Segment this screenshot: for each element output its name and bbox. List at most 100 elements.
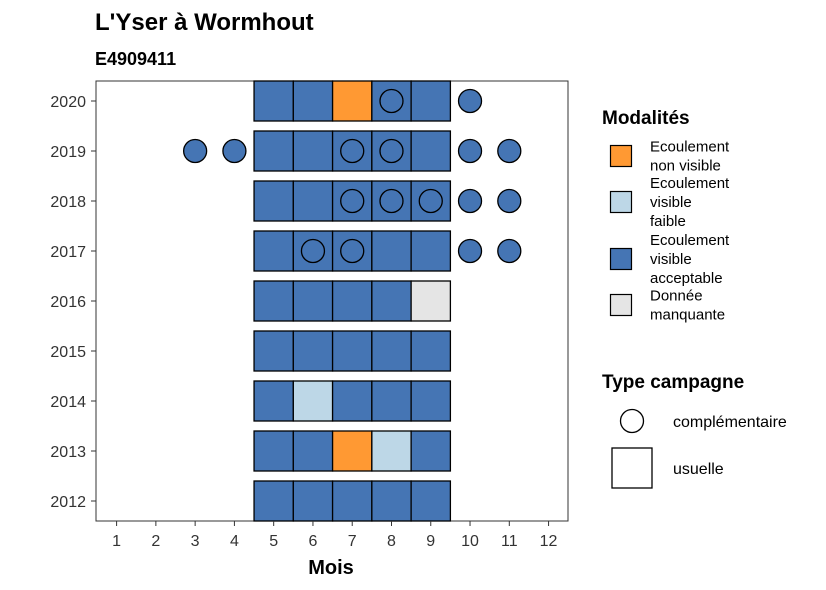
cell-2016-8 [371,280,412,322]
marker-2019-3 [182,138,208,164]
marker-2019-10 [457,138,483,164]
cell-2013-8 [371,430,412,472]
y-tick-label: 2019 [50,144,86,161]
marker-2017-11 [497,238,522,264]
cell-2012-5 [253,480,294,522]
x-axis-label: Mois [308,557,354,579]
legend-key-non_visible [609,144,633,168]
legend-label-acceptable: Ecoulement visible acceptable [650,232,730,287]
cell-2012-9 [410,480,452,522]
marker-2018-11 [497,188,522,214]
cell-2020-9 [410,80,452,122]
cell-2018-5 [253,180,294,222]
cell-2015-6 [292,330,334,372]
legend-campagne-title: Type campagne [602,372,744,393]
cell-2018-7 [331,180,373,222]
cell-2013-6 [292,430,334,472]
x-tick-label: 5 [269,533,278,550]
x-axis: 1 2 3 4 5 6 7 8 9 10 11 12 [112,521,558,550]
cell-2017-5 [253,230,294,272]
cell-2020-6 [292,80,334,122]
cell-2015-8 [371,330,412,372]
x-tick-label: 9 [426,533,435,550]
x-tick-label: 2 [151,533,160,550]
cell-2020-7 [331,80,373,122]
cell-2015-9 [410,330,452,372]
cell-2012-6 [292,480,334,522]
cell-2016-6 [292,280,334,322]
y-tick-label: 2018 [50,194,86,211]
chart-title: L'Yser à Wormhout [95,9,314,36]
chart-subtitle: E4909411 [95,49,176,69]
cell-2017-9 [410,230,452,272]
marker-layer [182,88,522,264]
y-tick-label: 2017 [50,244,86,261]
cell-2013-7 [331,430,373,472]
cell-2015-7 [331,330,373,372]
cell-2014-9 [410,380,452,422]
x-tick-label: 4 [230,533,239,550]
marker-2019-7 [340,138,365,164]
marker-2018-7 [340,188,365,214]
marker-2017-6 [300,238,326,264]
marker-2018-9 [418,188,443,214]
cell-2016-5 [253,280,294,322]
cell-2017-8 [371,230,412,272]
marker-2020-10 [457,88,483,114]
legend-circle-key [619,408,645,434]
marker-2019-11 [497,138,522,164]
y-tick-label: 2016 [50,294,86,311]
cell-2016-9 [410,280,452,322]
y-tick-label: 2012 [50,494,86,511]
legend-label-complementaire: complémentaire [673,414,787,431]
y-tick-label: 2020 [50,94,86,111]
cell-2020-5 [253,80,294,122]
cell-layer [253,80,452,522]
x-tick-label: 12 [540,533,558,550]
x-tick-label: 3 [191,533,200,550]
cell-2015-5 [253,330,294,372]
cell-2014-8 [371,380,412,422]
y-tick-label: 2013 [50,444,86,461]
x-tick-label: 6 [308,533,317,550]
x-tick-label: 1 [112,533,121,550]
y-tick-label: 2015 [50,344,86,361]
cell-2014-5 [253,380,294,422]
legend-label-manquante: Donnée manquante [650,288,725,324]
marker-2019-4 [222,138,247,164]
cell-2019-9 [410,130,452,172]
x-tick-label: 10 [461,533,479,550]
cell-2012-7 [331,480,373,522]
marker-2020-8 [379,88,404,114]
cell-2019-5 [253,130,294,172]
cell-2014-6 [292,380,334,422]
cell-2013-9 [410,430,452,472]
legend-key-manquante [609,293,633,317]
legend-key-acceptable [609,247,633,271]
marker-2019-8 [379,138,404,164]
cell-2014-7 [331,380,373,422]
x-tick-label: 7 [348,533,357,550]
legend-label-faible: Ecoulement visible faible [650,175,730,230]
legend-label-usuelle: usuelle [673,461,724,478]
legend-type-campagne: Type campagne complémentaire usuelle [602,372,787,489]
x-tick-label: 8 [387,533,396,550]
cell-2019-6 [292,130,334,172]
legend-square-key [611,447,653,489]
cell-2013-5 [253,430,294,472]
legend-modalites-title: Modalités [602,108,690,129]
y-axis: 2012 2013 2014 2015 2016 2017 2018 2019 2020 [50,94,96,511]
marker-2017-7 [340,238,365,264]
cell-2012-8 [371,480,412,522]
marker-2018-10 [457,188,483,214]
legend-key-faible [609,190,633,214]
x-tick-label: 11 [501,533,518,550]
cell-2018-6 [292,180,334,222]
marker-2017-10 [457,238,483,264]
marker-2018-8 [379,188,404,214]
legend-label-non_visible: Ecoulement non visible [650,139,730,175]
cell-2016-7 [331,280,373,322]
y-tick-label: 2014 [50,394,86,411]
